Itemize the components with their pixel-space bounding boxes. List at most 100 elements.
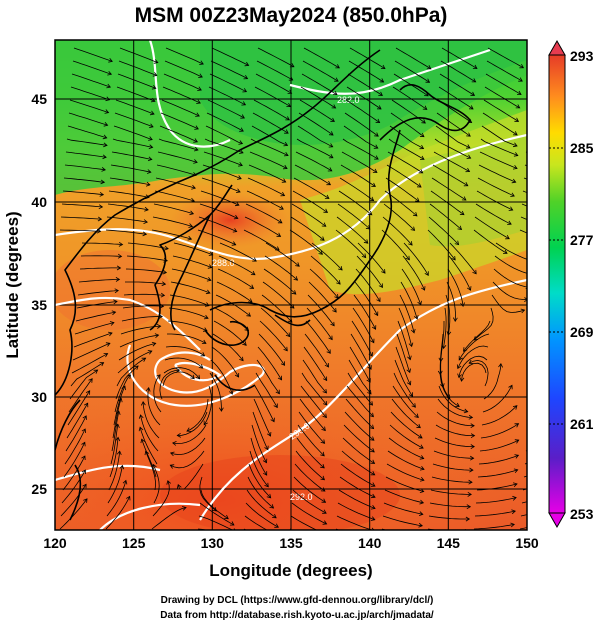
streamline-arrowhead xyxy=(148,144,154,150)
streamline xyxy=(428,216,459,245)
streamline-arrowhead xyxy=(115,277,121,282)
streamline xyxy=(79,267,121,270)
streamline xyxy=(61,203,103,208)
streamline xyxy=(203,151,243,166)
streamline xyxy=(161,99,200,117)
streamline-arrowhead xyxy=(273,403,278,409)
streamline-arrowhead xyxy=(102,154,107,160)
x-tick-labels: 120 125 130 135 140 145 150 xyxy=(43,535,539,551)
streamline xyxy=(290,515,318,530)
streamline-arrowhead xyxy=(332,90,338,95)
streamline xyxy=(340,164,376,187)
streamline-arrowhead xyxy=(370,505,376,510)
y-tick-label: 35 xyxy=(31,297,47,313)
streamline-arrowhead xyxy=(320,236,325,241)
streamline-arrowhead xyxy=(320,439,326,444)
streamline xyxy=(199,502,235,526)
streamline xyxy=(431,476,472,483)
streamline xyxy=(477,469,518,478)
streamline xyxy=(209,73,247,93)
streamline-arrowhead xyxy=(145,387,151,392)
streamline xyxy=(469,359,489,387)
colorbar-tick-label: 285 xyxy=(570,140,594,156)
streamline xyxy=(107,465,123,504)
streamline xyxy=(457,345,489,369)
streamline xyxy=(162,86,201,104)
streamline xyxy=(164,60,203,78)
streamline-arrowhead xyxy=(161,281,167,287)
streamline xyxy=(347,372,373,406)
streamline xyxy=(445,294,451,336)
streamline-arrowhead xyxy=(365,225,371,230)
streamline-arrowhead xyxy=(205,289,211,295)
streamline xyxy=(117,350,152,374)
streamline xyxy=(479,439,519,452)
streamline-arrowhead xyxy=(370,459,376,464)
streamline-arrowhead xyxy=(281,178,287,183)
streamline-arrowhead xyxy=(239,149,244,154)
streamline xyxy=(70,86,110,101)
streamline-arrowhead xyxy=(286,102,292,107)
streamline xyxy=(114,374,131,413)
streamline xyxy=(344,411,375,441)
streamline xyxy=(244,216,281,237)
streamline xyxy=(173,242,213,256)
streamline-arrowhead xyxy=(285,116,290,121)
streamline xyxy=(458,333,490,361)
streamline xyxy=(243,229,280,251)
colorbar-tick-label: 261 xyxy=(570,416,594,432)
streamline-arrowhead xyxy=(293,276,299,281)
streamline-arrowhead xyxy=(234,372,240,378)
streamline-arrowhead xyxy=(228,389,234,395)
streamline xyxy=(154,190,195,202)
streamline-arrowhead xyxy=(327,167,333,172)
streamline-arrowhead xyxy=(524,297,527,302)
streamline xyxy=(208,86,246,106)
streamline xyxy=(301,372,328,406)
streamline xyxy=(111,151,152,160)
streamline xyxy=(382,515,423,527)
streamline-arrowhead xyxy=(198,364,204,369)
streamline-arrowhead xyxy=(416,423,421,429)
streamline xyxy=(105,229,147,235)
streamline-arrowhead xyxy=(295,262,300,267)
streamline-arrowhead xyxy=(156,374,161,379)
streamline-arrowhead xyxy=(517,90,522,95)
streamline-arrowhead xyxy=(330,117,335,122)
streamline xyxy=(151,507,187,530)
streamline-arrowhead xyxy=(418,535,422,539)
streamline xyxy=(244,515,268,530)
streamline xyxy=(352,307,375,343)
streamline xyxy=(481,125,518,147)
streamline xyxy=(265,242,300,267)
streamline-arrowhead xyxy=(324,194,330,199)
streamline-arrowhead xyxy=(145,181,151,187)
streamline-arrowhead xyxy=(108,331,113,337)
streamline xyxy=(213,320,247,346)
streamline xyxy=(170,437,206,456)
streamline xyxy=(141,439,157,478)
streamline-arrowhead xyxy=(82,483,87,489)
streamline-arrowhead xyxy=(194,125,199,130)
streamline xyxy=(160,112,199,130)
streamline xyxy=(219,242,257,262)
streamline-arrowhead xyxy=(116,265,122,271)
streamline xyxy=(68,112,108,126)
streamline-arrowhead xyxy=(322,400,328,406)
x-tick-label: 140 xyxy=(358,535,382,551)
streamline xyxy=(260,307,291,337)
streamline-arrowhead xyxy=(121,385,126,391)
streamline-arrowhead xyxy=(514,439,520,444)
streamline xyxy=(80,255,122,257)
streamline xyxy=(345,99,380,123)
streamline-arrowhead xyxy=(272,513,277,519)
streamline xyxy=(297,424,325,457)
streamline xyxy=(116,357,146,387)
streamline xyxy=(243,528,247,530)
streamline xyxy=(388,138,425,160)
streamline xyxy=(494,255,527,274)
streamline xyxy=(116,86,156,102)
streamline xyxy=(249,151,288,169)
streamline xyxy=(163,367,200,380)
footer-credit-data: Data from http://database.rish.kyoto-u.a… xyxy=(160,610,434,621)
